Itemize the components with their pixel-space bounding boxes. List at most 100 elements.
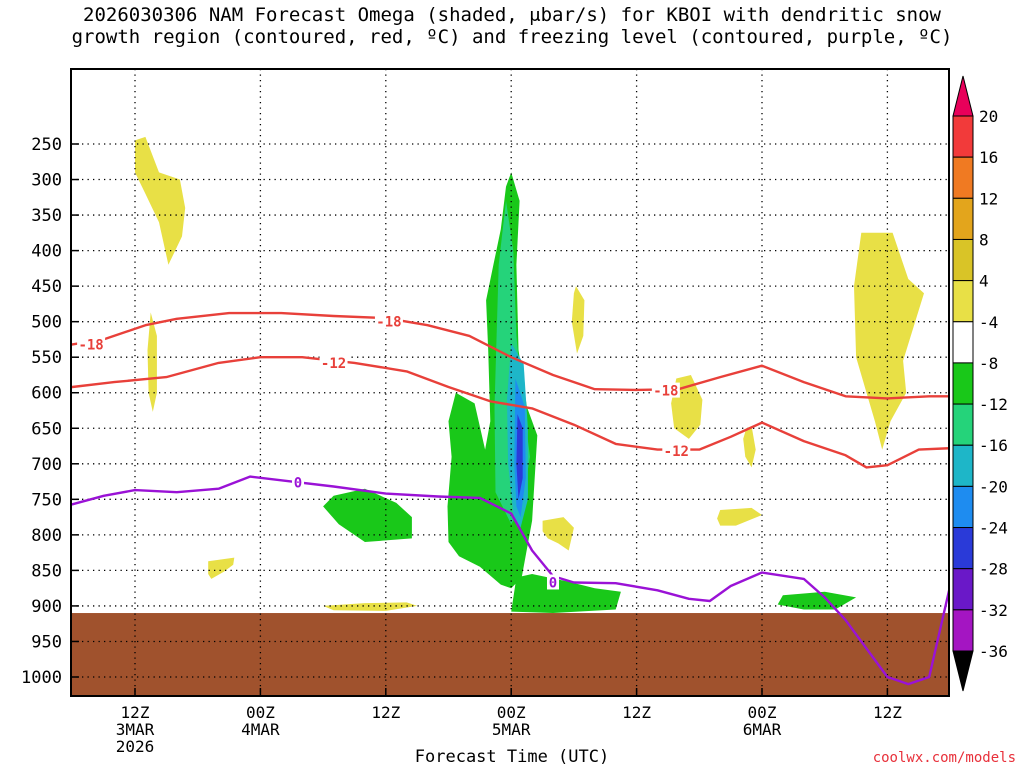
omega-region-2 bbox=[147, 312, 157, 412]
gridlines bbox=[71, 69, 949, 696]
omega-region-5 bbox=[571, 286, 585, 354]
contour-label-3: -18 bbox=[653, 384, 678, 400]
colorbar-label-1: 20 bbox=[979, 107, 998, 126]
contour-label-7: 0 bbox=[549, 575, 557, 591]
colorbar-band-11 bbox=[952, 527, 974, 570]
y-tick-label-650: 650 bbox=[31, 419, 62, 439]
colorbar-band-8 bbox=[952, 403, 974, 446]
omega-region-12 bbox=[323, 488, 412, 542]
source-credit: coolwx.com/models bbox=[872, 750, 1016, 766]
contour-label-2: -18 bbox=[376, 315, 401, 331]
colorbar-band-6 bbox=[952, 321, 974, 364]
x-tick-label-18-line1: 00Z bbox=[246, 703, 275, 722]
colorbar-label-5: 4 bbox=[979, 272, 989, 291]
contour-label-bg-3 bbox=[651, 382, 680, 398]
colorbar-label-12: -28 bbox=[979, 560, 1008, 579]
x-axis-label: Forecast Time (UTC) bbox=[414, 747, 610, 767]
colorbar-band-3 bbox=[952, 197, 974, 240]
terrain-ground bbox=[71, 613, 949, 696]
plot-frame bbox=[70, 68, 950, 697]
freezing-level-contour-0-3 bbox=[71, 475, 949, 686]
colorbar-bottom-arrow bbox=[952, 650, 974, 692]
x-tick-label-6-line1: 12Z bbox=[121, 703, 150, 722]
colorbar-label-14: -36 bbox=[979, 642, 1008, 661]
x-tick-label-6-line3: 2026 bbox=[116, 737, 155, 756]
colorbar-label-8: -12 bbox=[979, 395, 1008, 414]
x-tick-label-30-line1: 12Z bbox=[371, 703, 400, 722]
contour-label-bg-7 bbox=[547, 574, 559, 590]
y-tick-label-600: 600 bbox=[31, 384, 62, 404]
contour-label-4: -12 bbox=[321, 356, 346, 372]
colorbar-label-3: 12 bbox=[979, 189, 998, 208]
y-tick-label-250: 250 bbox=[31, 135, 62, 155]
omega-region-4 bbox=[323, 602, 418, 611]
contour-lines bbox=[71, 311, 949, 686]
colorbar-band-12 bbox=[952, 568, 974, 611]
contour-labels: -18 -18 -18 -12 -12 0 0 bbox=[77, 313, 691, 591]
colorbar-label-7: -8 bbox=[979, 354, 998, 373]
y-tick-label-500: 500 bbox=[31, 313, 62, 333]
x-tick-label-78-line1: 12Z bbox=[873, 703, 902, 722]
contour-label-bg-2 bbox=[374, 313, 403, 329]
omega-region-1 bbox=[135, 136, 186, 265]
colorbar-label-10: -20 bbox=[979, 477, 1008, 496]
colorbar-band-5 bbox=[952, 280, 974, 323]
y-tick-label-300: 300 bbox=[31, 171, 62, 191]
contour-label-bg-1 bbox=[77, 336, 106, 352]
y-tick-label-800: 800 bbox=[31, 526, 62, 546]
dendritic-contour--12-2 bbox=[71, 356, 949, 469]
y-tick-label-400: 400 bbox=[31, 242, 62, 262]
y-tick-label-950: 950 bbox=[31, 632, 62, 652]
dendritic-contour--18-1 bbox=[71, 311, 949, 400]
colorbar-top-arrow bbox=[952, 75, 974, 117]
omega-region-8 bbox=[743, 426, 756, 468]
y-tick-label-350: 350 bbox=[31, 206, 62, 226]
contour-label-bg-4 bbox=[319, 354, 348, 370]
colorbar-label-4: 8 bbox=[979, 230, 989, 249]
colorbar-label-11: -24 bbox=[979, 519, 1008, 538]
omega-shading bbox=[135, 136, 924, 613]
colorbar-label-6: -4 bbox=[979, 313, 998, 332]
contour-label-bg-5 bbox=[662, 443, 691, 459]
colorbar-band-7 bbox=[952, 362, 974, 405]
x-tick-label-42-line1: 00Z bbox=[497, 703, 526, 722]
omega-region-6 bbox=[542, 517, 574, 551]
contour-label-1: -18 bbox=[78, 337, 103, 353]
terrain-layer bbox=[71, 613, 949, 696]
x-tick-label-6-line2: 3MAR bbox=[116, 720, 155, 739]
x-tick-label-42-line2: 5MAR bbox=[492, 720, 531, 739]
y-tick-label-1000: 1000 bbox=[21, 668, 62, 688]
colorbar-band-9 bbox=[952, 444, 974, 487]
colorbar-band-1 bbox=[952, 115, 974, 158]
colorbar-label-9: -16 bbox=[979, 436, 1008, 455]
omega-region-13 bbox=[511, 574, 621, 613]
x-tick-label-54-line1: 12Z bbox=[622, 703, 651, 722]
colorbar-label-2: 16 bbox=[979, 148, 998, 167]
omega-region-9 bbox=[717, 507, 762, 526]
y-tick-label-750: 750 bbox=[31, 490, 62, 510]
colorbar-band-13 bbox=[952, 609, 974, 652]
contour-label-5: -12 bbox=[664, 444, 689, 460]
omega-region-18 bbox=[516, 414, 523, 500]
y-tick-label-700: 700 bbox=[31, 455, 62, 475]
x-tick-label-18-line2: 4MAR bbox=[241, 720, 280, 739]
y-tick-label-900: 900 bbox=[31, 597, 62, 617]
omega-region-14 bbox=[777, 591, 857, 610]
colorbar-band-2 bbox=[952, 156, 974, 199]
colorbar-band-4 bbox=[952, 238, 974, 282]
chart-title: 2026030306 NAM Forecast Omega (shaded, μ… bbox=[0, 4, 1024, 48]
contour-label-bg-6 bbox=[292, 474, 305, 490]
chart-title-line-2: growth region (contoured, red, ºC) and f… bbox=[71, 26, 953, 48]
x-tick-label-66-line1: 00Z bbox=[748, 703, 777, 722]
colorbar-label-13: -32 bbox=[979, 601, 1008, 620]
contour-label-6: 0 bbox=[294, 475, 302, 491]
y-axis: 250 300 350 400 450 500 550 600 650 700 750 800 850 9… bbox=[21, 135, 79, 688]
colorbar: 20 16 12 8 4 -4 -8 -12 -16 -20 -24 -28 -32 -36 bbox=[952, 75, 1008, 692]
y-tick-label-450: 450 bbox=[31, 277, 62, 297]
omega-region-10 bbox=[854, 232, 924, 450]
colorbar-band-10 bbox=[952, 485, 974, 529]
chart-title-line-1: 2026030306 NAM Forecast Omega (shaded, μ… bbox=[83, 4, 941, 26]
y-tick-label-550: 550 bbox=[31, 348, 62, 368]
